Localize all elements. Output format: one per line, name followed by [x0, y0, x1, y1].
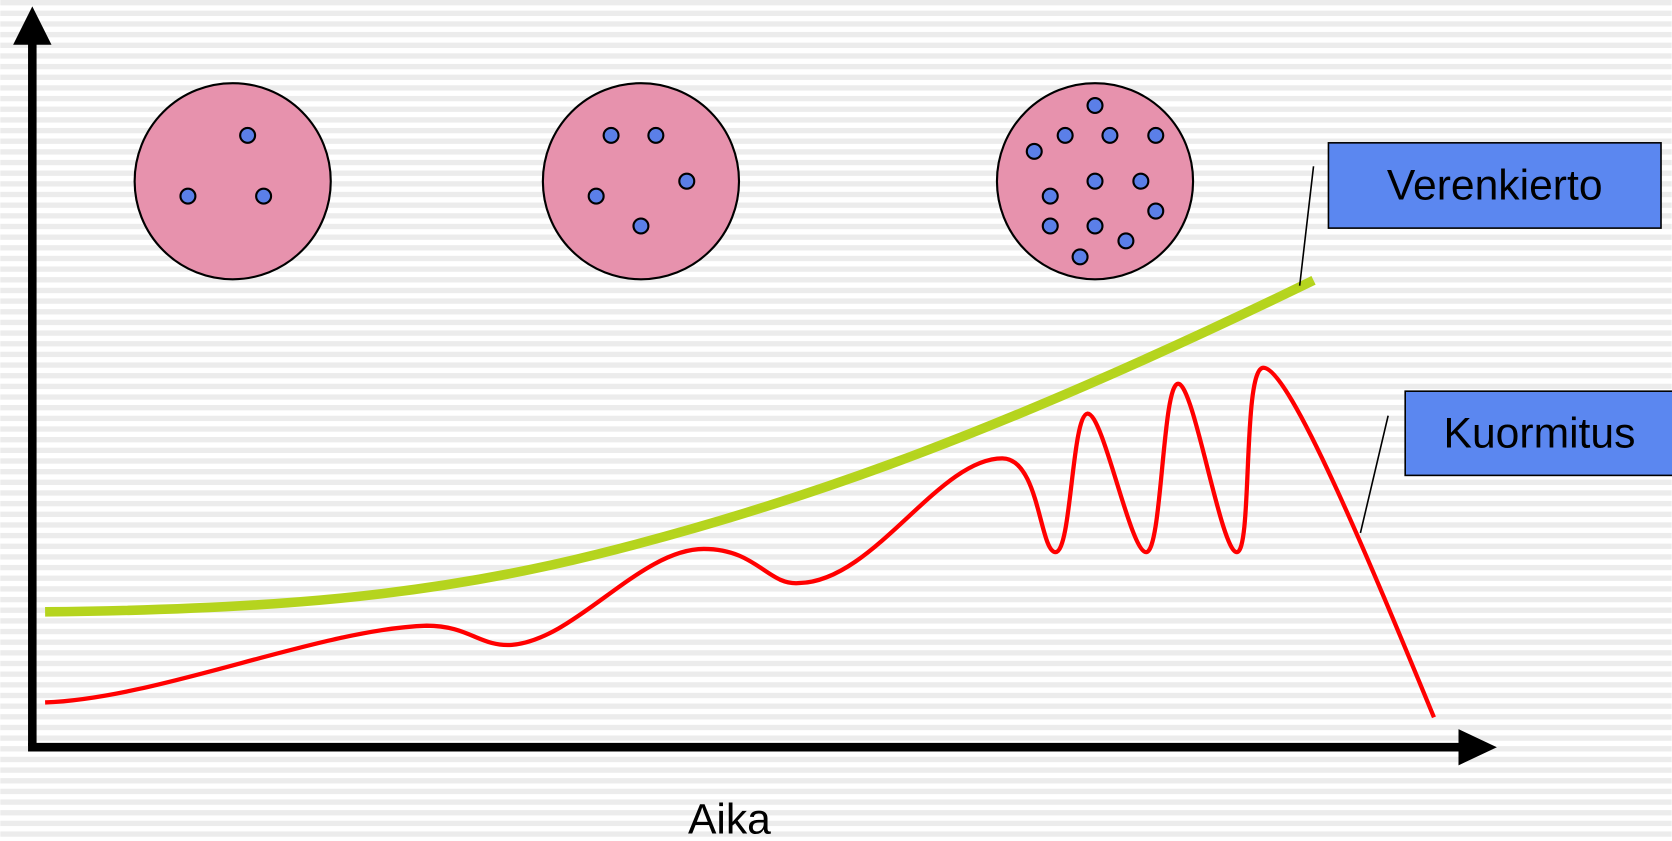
cell-3	[997, 83, 1193, 279]
label: Kuormitus	[1444, 410, 1636, 458]
cell-1	[135, 83, 331, 279]
diagram: Verenkierto Kuormitus Aika	[0, 0, 1672, 841]
label: Verenkierto	[1387, 161, 1603, 209]
page: {"labels": {"circulation": "Verenkierto"…	[0, 0, 1672, 841]
cell-2	[543, 83, 739, 279]
x-axis-label: Aika	[688, 796, 771, 841]
